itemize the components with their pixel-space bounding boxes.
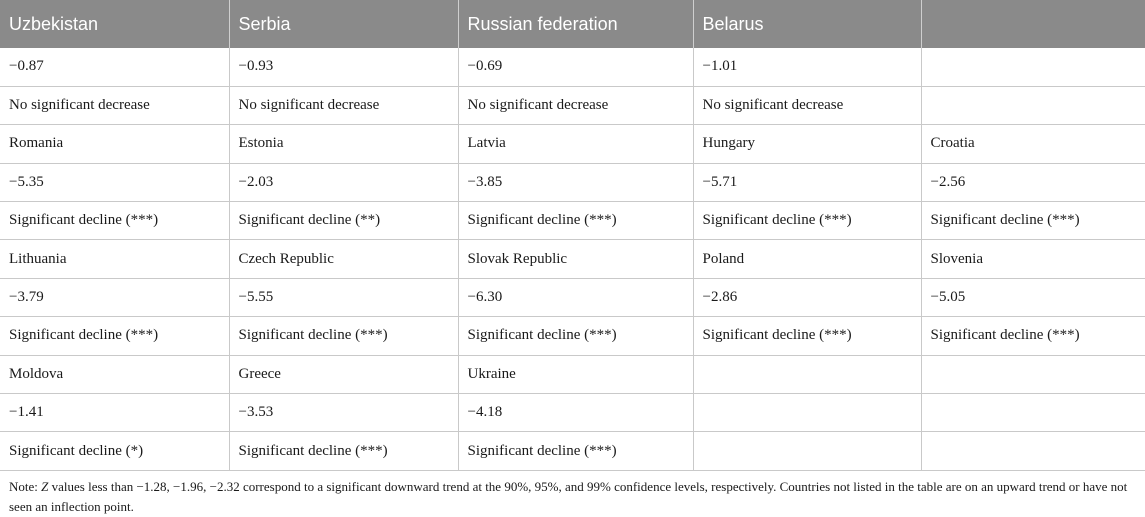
table-cell <box>693 355 922 395</box>
table-cell: Romania <box>0 124 230 164</box>
table-cell: Significant decline (*) <box>0 431 230 471</box>
table-cell: −2.56 <box>921 163 1145 203</box>
table-cell: Croatia <box>921 124 1145 164</box>
table-cell: Significant decline (***) <box>693 201 922 241</box>
table-cell: Significant decline (***) <box>458 316 694 356</box>
table-cell: No significant decrease <box>458 86 694 126</box>
table-cell: No significant decrease <box>0 86 230 126</box>
table-cell: Significant decline (**) <box>229 201 459 241</box>
table-cell <box>921 393 1145 433</box>
table-cell <box>921 48 1145 87</box>
table-cell: Lithuania <box>0 239 230 279</box>
table-cell <box>921 86 1145 126</box>
note-z-symbol: Z <box>41 479 49 494</box>
table-cell: Moldova <box>0 355 230 395</box>
table-cell: −5.35 <box>0 163 230 203</box>
table-cell: −4.18 <box>458 393 694 433</box>
table-note: Note: Z values less than −1.28, −1.96, −… <box>9 477 1134 517</box>
results-table: Uzbekistan Serbia Russian federation Bel… <box>0 0 1145 471</box>
table-cell: Hungary <box>693 124 922 164</box>
table-cell <box>921 355 1145 395</box>
table-cell: No significant decrease <box>229 86 459 126</box>
table-cell: −1.41 <box>0 393 230 433</box>
header-row: Uzbekistan Serbia Russian federation Bel… <box>0 0 1145 48</box>
table-cell: Significant decline (***) <box>229 316 459 356</box>
header-cell <box>921 0 1145 48</box>
table-cell: Significant decline (***) <box>921 316 1145 356</box>
table-cell: Ukraine <box>458 355 694 395</box>
table-cell: −0.69 <box>458 48 694 87</box>
table-cell: Slovak Republic <box>458 239 694 279</box>
table-cell: Significant decline (***) <box>0 316 230 356</box>
table-row: Romania Estonia Latvia Hungary Croatia <box>0 124 1145 164</box>
table-cell: −5.55 <box>229 278 459 318</box>
table-cell: Significant decline (***) <box>693 316 922 356</box>
table-header: Uzbekistan Serbia Russian federation Bel… <box>0 0 1145 48</box>
table-cell: No significant decrease <box>693 86 922 126</box>
table-row: Lithuania Czech Republic Slovak Republic… <box>0 239 1145 279</box>
results-table-container: Uzbekistan Serbia Russian federation Bel… <box>0 0 1145 471</box>
table-cell: −3.53 <box>229 393 459 433</box>
table-row: Significant decline (*) Significant decl… <box>0 431 1145 471</box>
table-body: −0.87 −0.93 −0.69 −1.01 No significant d… <box>0 48 1145 471</box>
table-row: −3.79 −5.55 −6.30 −2.86 −5.05 <box>0 278 1145 318</box>
table-cell: −3.79 <box>0 278 230 318</box>
table-cell: −0.87 <box>0 48 230 87</box>
table-row: No significant decrease No significant d… <box>0 86 1145 126</box>
table-cell: Significant decline (***) <box>0 201 230 241</box>
table-row: Significant decline (***) Significant de… <box>0 201 1145 241</box>
table-cell: −6.30 <box>458 278 694 318</box>
header-cell: Belarus <box>693 0 922 48</box>
table-cell: Significant decline (***) <box>229 431 459 471</box>
table-cell: −2.03 <box>229 163 459 203</box>
table-row: −1.41 −3.53 −4.18 <box>0 393 1145 433</box>
note-text: values less than −1.28, −1.96, −2.32 cor… <box>9 479 1128 514</box>
table-cell: −1.01 <box>693 48 922 87</box>
table-row: −0.87 −0.93 −0.69 −1.01 <box>0 48 1145 87</box>
table-cell: Greece <box>229 355 459 395</box>
table-row: Significant decline (***) Significant de… <box>0 316 1145 356</box>
table-cell: −0.93 <box>229 48 459 87</box>
table-cell: Latvia <box>458 124 694 164</box>
table-row: Moldova Greece Ukraine <box>0 355 1145 395</box>
table-cell: −5.71 <box>693 163 922 203</box>
table-cell: −3.85 <box>458 163 694 203</box>
table-cell: Poland <box>693 239 922 279</box>
table-cell: −2.86 <box>693 278 922 318</box>
table-row: −5.35 −2.03 −3.85 −5.71 −2.56 <box>0 163 1145 203</box>
table-cell: Significant decline (***) <box>921 201 1145 241</box>
header-cell: Serbia <box>229 0 459 48</box>
table-cell <box>693 393 922 433</box>
table-cell: −5.05 <box>921 278 1145 318</box>
note-prefix: Note: <box>9 479 42 494</box>
header-cell: Uzbekistan <box>0 0 230 48</box>
header-cell: Russian federation <box>458 0 694 48</box>
table-cell <box>693 431 922 471</box>
table-cell: Czech Republic <box>229 239 459 279</box>
table-cell: Estonia <box>229 124 459 164</box>
table-cell: Significant decline (***) <box>458 431 694 471</box>
table-cell: Slovenia <box>921 239 1145 279</box>
table-cell <box>921 431 1145 471</box>
table-cell: Significant decline (***) <box>458 201 694 241</box>
